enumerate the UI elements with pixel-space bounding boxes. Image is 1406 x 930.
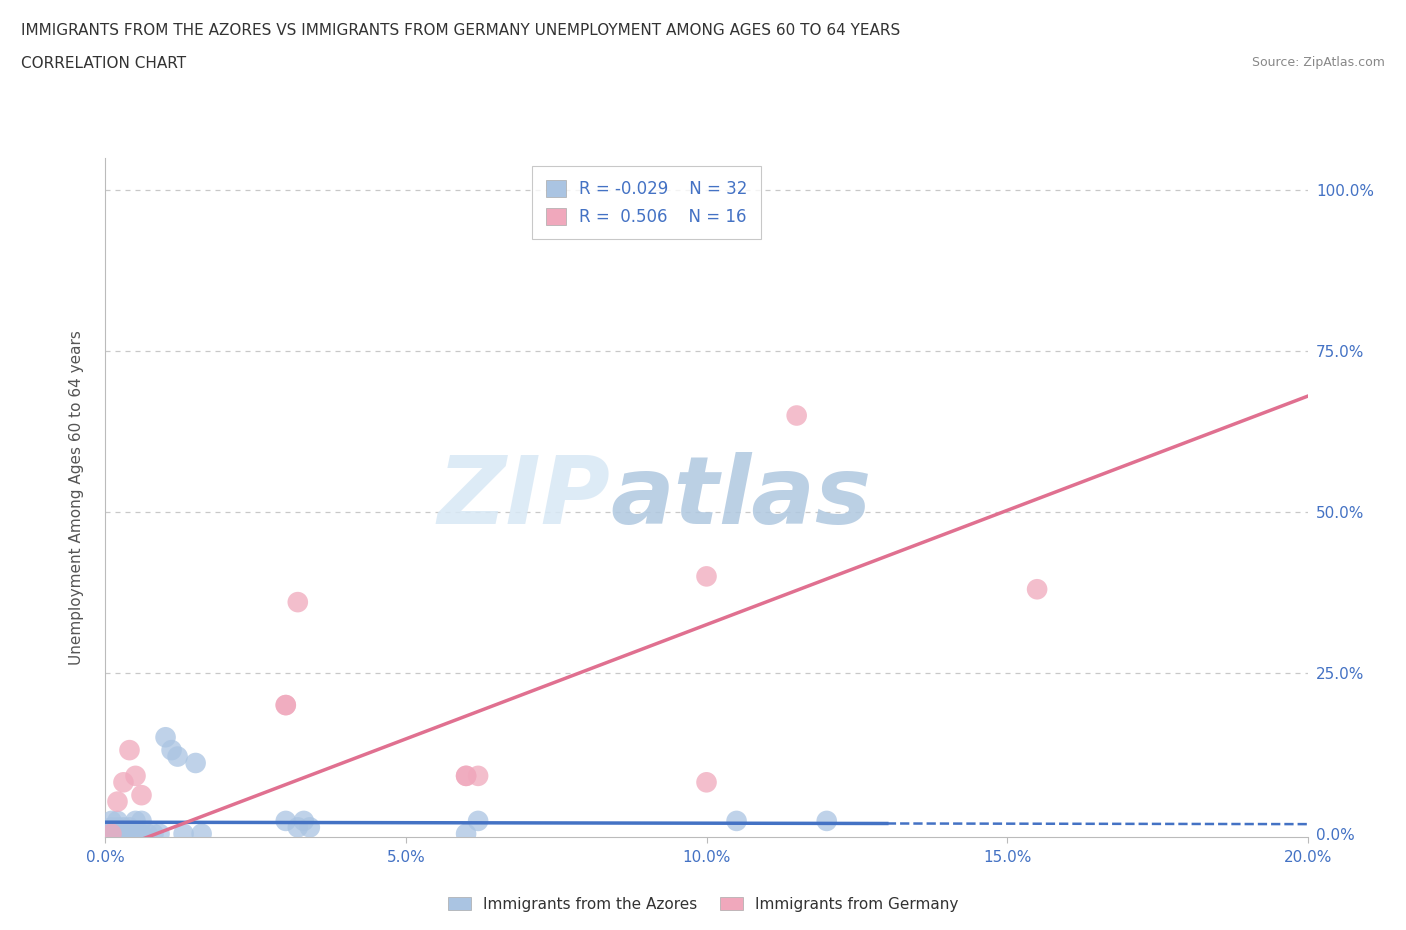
Point: [287, 594, 309, 609]
Point: [118, 743, 141, 758]
Point: [274, 698, 297, 712]
Point: [124, 827, 146, 842]
Point: [166, 750, 188, 764]
Point: [696, 569, 718, 584]
Point: [118, 820, 141, 835]
Point: [725, 814, 748, 829]
Point: [112, 775, 135, 790]
Point: [160, 743, 183, 758]
Point: [155, 730, 177, 745]
Point: [173, 827, 195, 842]
Point: [112, 827, 135, 842]
Point: [112, 827, 135, 842]
Point: [118, 827, 141, 842]
Legend: R = -0.029    N = 32, R =  0.506    N = 16: R = -0.029 N = 32, R = 0.506 N = 16: [533, 166, 761, 239]
Point: [287, 820, 309, 835]
Point: [107, 820, 129, 835]
Text: ZIP: ZIP: [437, 452, 610, 543]
Point: [124, 768, 146, 783]
Point: [467, 768, 489, 783]
Point: [112, 820, 135, 835]
Point: [142, 827, 165, 842]
Point: [131, 788, 153, 803]
Point: [107, 794, 129, 809]
Point: [100, 814, 122, 829]
Point: [786, 408, 808, 423]
Point: [292, 814, 315, 829]
Point: [136, 827, 159, 842]
Point: [274, 814, 297, 829]
Point: [190, 827, 212, 842]
Point: [131, 814, 153, 829]
Point: [1026, 582, 1049, 597]
Y-axis label: Unemployment Among Ages 60 to 64 years: Unemployment Among Ages 60 to 64 years: [69, 330, 84, 665]
Point: [124, 814, 146, 829]
Text: Source: ZipAtlas.com: Source: ZipAtlas.com: [1251, 56, 1385, 69]
Legend: Immigrants from the Azores, Immigrants from Germany: Immigrants from the Azores, Immigrants f…: [441, 890, 965, 918]
Text: atlas: atlas: [610, 452, 872, 543]
Point: [107, 827, 129, 842]
Point: [696, 775, 718, 790]
Point: [454, 768, 477, 783]
Point: [274, 698, 297, 712]
Text: IMMIGRANTS FROM THE AZORES VS IMMIGRANTS FROM GERMANY UNEMPLOYMENT AMONG AGES 60: IMMIGRANTS FROM THE AZORES VS IMMIGRANTS…: [21, 23, 900, 38]
Point: [100, 827, 122, 842]
Point: [100, 827, 122, 842]
Point: [467, 814, 489, 829]
Point: [815, 814, 838, 829]
Point: [148, 827, 170, 842]
Point: [107, 814, 129, 829]
Point: [298, 820, 321, 835]
Point: [100, 820, 122, 835]
Point: [184, 755, 207, 770]
Point: [131, 827, 153, 842]
Text: CORRELATION CHART: CORRELATION CHART: [21, 56, 186, 71]
Point: [454, 768, 477, 783]
Point: [454, 827, 477, 842]
